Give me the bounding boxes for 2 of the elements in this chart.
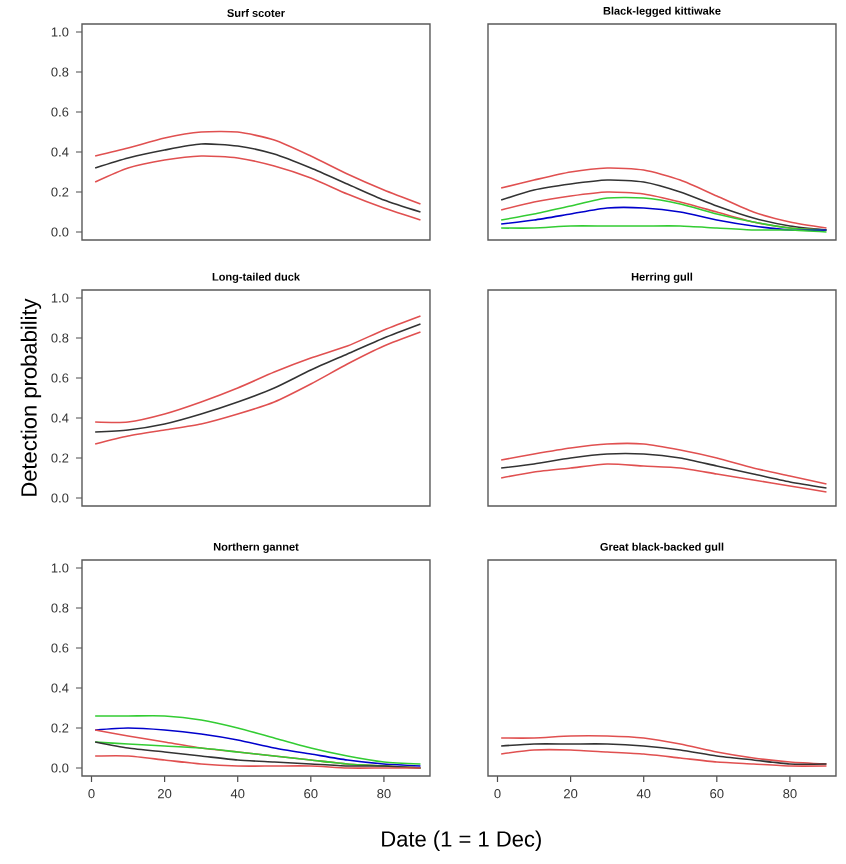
y-axis-title: Detection probability — [20, 298, 42, 496]
x-axis-title: Date (1 = 1 Dec) — [382, 830, 541, 852]
